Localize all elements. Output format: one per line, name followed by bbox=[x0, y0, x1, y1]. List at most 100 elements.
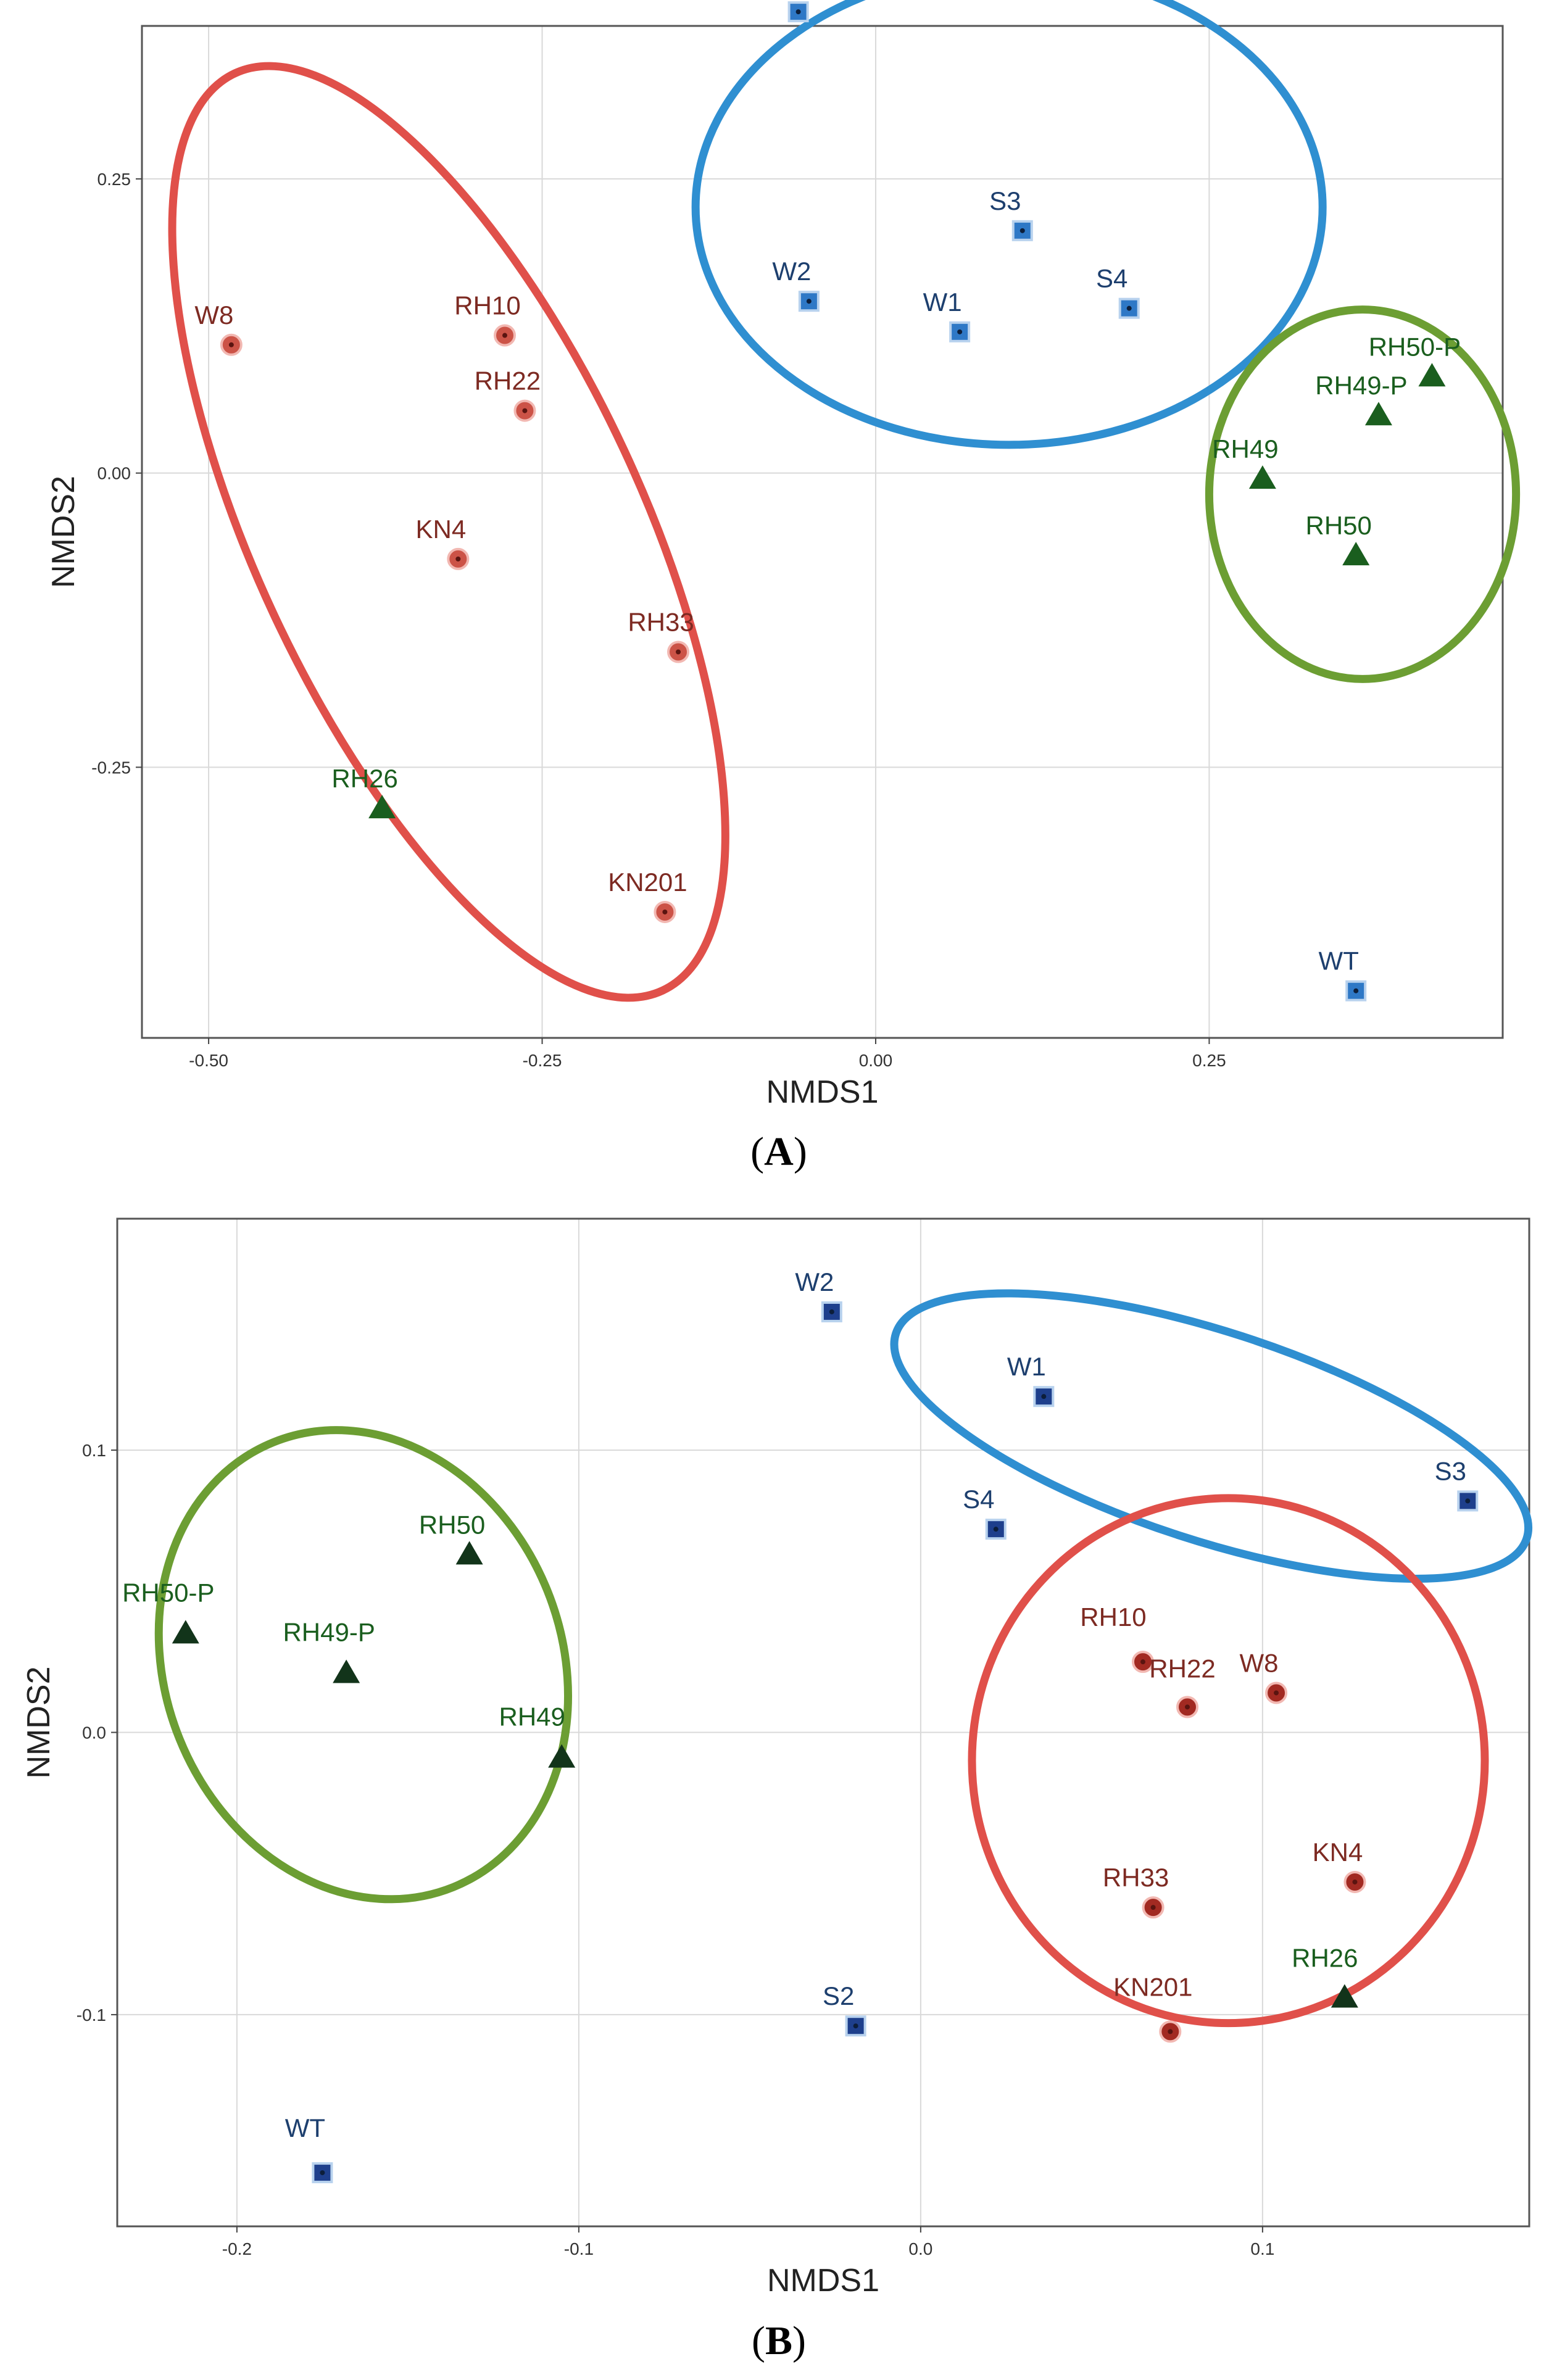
x-tick-label: -0.50 bbox=[189, 1051, 228, 1070]
point-label-wt: WT bbox=[1319, 947, 1359, 976]
point-label-w2: W2 bbox=[795, 1267, 834, 1296]
y-tick-label: -0.1 bbox=[77, 2005, 106, 2025]
point-center bbox=[795, 9, 801, 15]
point-label-rh22: RH22 bbox=[1149, 1654, 1215, 1683]
point-center bbox=[1185, 1704, 1190, 1710]
point-center bbox=[806, 299, 812, 304]
series-green-triangle: RH50 RH50-P RH49-P RH49 RH26 bbox=[122, 1510, 1358, 2008]
point-label-rh33: RH33 bbox=[628, 608, 694, 637]
point-label-kn201: KN201 bbox=[608, 868, 687, 897]
point-label-rh26: RH26 bbox=[331, 764, 397, 793]
point-center bbox=[1465, 1498, 1471, 1504]
panel-b: -0.2 -0.1 0.0 0.1 -0.1 0.0 0.1 NMDS1 NMDS2 W2 W1 S3… bbox=[21, 1217, 1533, 2363]
point-center bbox=[502, 333, 507, 338]
point-label-w1: W1 bbox=[923, 288, 962, 317]
x-tick-label: 0.1 bbox=[1250, 2239, 1274, 2258]
point-label-rh10: RH10 bbox=[454, 291, 520, 320]
point-label-s4: S4 bbox=[963, 1485, 994, 1514]
point-label-w1: W1 bbox=[1007, 1352, 1046, 1381]
y-tick-label: 0.0 bbox=[82, 1723, 106, 1743]
point-rh26 bbox=[1331, 1984, 1358, 2008]
x-tick-label: 0.0 bbox=[908, 2239, 932, 2258]
point-label-kn201: KN201 bbox=[1113, 1972, 1192, 2001]
plot-area bbox=[117, 1219, 1529, 2226]
point-label-rh10: RH10 bbox=[1080, 1603, 1146, 1632]
panel-caption: (A) bbox=[750, 1129, 807, 1174]
y-tick-label: 0.1 bbox=[82, 1441, 106, 1460]
panel-a: -0.50 -0.25 0.00 0.25 -0.25 0.00 0.25 NMDS1 NMDS… bbox=[46, 0, 1521, 1174]
point-center bbox=[1274, 1690, 1279, 1696]
point-rh26 bbox=[368, 795, 396, 819]
point-center bbox=[1019, 228, 1025, 233]
y-axis-label: NMDS2 bbox=[46, 476, 81, 588]
point-label-rh33: RH33 bbox=[1103, 1863, 1169, 1892]
point-rh49 bbox=[1248, 465, 1276, 489]
point-center bbox=[455, 556, 461, 562]
point-rh50-p bbox=[172, 1620, 199, 1644]
point-label-rh49-p: RH49-P bbox=[1315, 371, 1407, 400]
plot-frame bbox=[116, 1217, 1530, 2228]
point-label-rh22: RH22 bbox=[475, 367, 541, 396]
point-label-rh49: RH49 bbox=[1212, 434, 1278, 463]
x-tick-label: 0.00 bbox=[859, 1051, 893, 1070]
y-tick-label: 0.00 bbox=[98, 464, 131, 483]
point-rh49 bbox=[548, 1744, 576, 1768]
point-center bbox=[1140, 1659, 1145, 1665]
point-label-s3: S3 bbox=[989, 186, 1021, 215]
y-tick-label: 0.25 bbox=[98, 170, 131, 189]
point-center bbox=[853, 2023, 858, 2029]
point-label-s4: S4 bbox=[1096, 264, 1127, 293]
point-rh50 bbox=[1342, 542, 1370, 566]
group-ellipse bbox=[968, 1494, 1489, 2028]
panel-caption: (B) bbox=[752, 2318, 806, 2363]
plot-frame bbox=[141, 25, 1504, 1039]
point-center bbox=[1352, 1879, 1358, 1885]
point-center bbox=[957, 329, 963, 334]
point-center bbox=[522, 408, 528, 413]
group-ellipse bbox=[890, 1289, 1533, 1583]
point-rh50 bbox=[455, 1541, 483, 1565]
y-axis-label: NMDS2 bbox=[21, 1666, 57, 1778]
point-label-rh50: RH50 bbox=[1306, 511, 1372, 540]
group-ellipse bbox=[168, 62, 729, 1002]
point-label-w8: W8 bbox=[194, 301, 233, 330]
point-center bbox=[829, 1309, 834, 1314]
point-label-s2: S2 bbox=[823, 1981, 854, 2010]
x-tick-label: 0.25 bbox=[1192, 1051, 1226, 1070]
point-center bbox=[1168, 2029, 1173, 2034]
point-center bbox=[1041, 1394, 1047, 1399]
point-center bbox=[1150, 1905, 1156, 1910]
point-s2 bbox=[845, 2015, 866, 2037]
point-center bbox=[1353, 988, 1359, 993]
point-wt bbox=[1345, 980, 1367, 1001]
point-label-kn4: KN4 bbox=[1313, 1838, 1363, 1867]
point-label-kn4: KN4 bbox=[415, 515, 466, 544]
point-center bbox=[228, 342, 234, 347]
point-label-w8: W8 bbox=[1240, 1648, 1279, 1677]
point-center bbox=[662, 909, 668, 914]
x-tick-label: -0.1 bbox=[564, 2239, 594, 2258]
x-axis-label: NMDS1 bbox=[766, 1074, 878, 1110]
point-center bbox=[676, 649, 681, 655]
point-label-rh49-p: RH49-P bbox=[283, 1617, 375, 1646]
point-label-rh49: RH49 bbox=[499, 1702, 565, 1731]
point-s3 bbox=[1457, 1490, 1479, 1512]
x-tick-label: -0.25 bbox=[523, 1051, 562, 1070]
group-ellipse bbox=[154, 1426, 572, 1904]
x-tick-label: -0.2 bbox=[222, 2239, 252, 2258]
point-label-s3: S3 bbox=[1435, 1456, 1466, 1485]
point-label-wt: WT bbox=[285, 2113, 325, 2142]
series-red-circle: W8 RH10 RH22 KN4 RH33 KN201 bbox=[194, 291, 694, 923]
point-label-rh50-p: RH50-P bbox=[1369, 332, 1461, 361]
point-label-rh26: RH26 bbox=[1292, 1943, 1358, 1972]
point-rh49-p bbox=[1364, 402, 1392, 426]
point-label-w2: W2 bbox=[772, 257, 811, 286]
x-axis-label: NMDS1 bbox=[767, 2263, 879, 2299]
point-center bbox=[1126, 305, 1132, 311]
y-tick-label: -0.25 bbox=[91, 758, 131, 777]
point-center bbox=[993, 1527, 999, 1532]
group-ellipse bbox=[1205, 305, 1521, 683]
